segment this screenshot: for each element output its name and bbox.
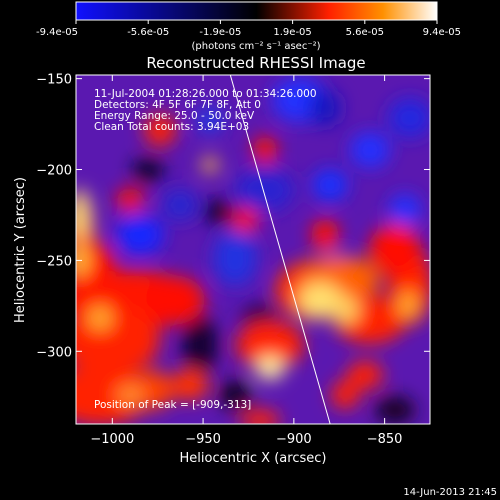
annotation-time-range: 11-Jul-2004 01:28:26.000 to 01:34:26.000 bbox=[94, 88, 317, 100]
heatmap-blob bbox=[311, 219, 339, 251]
heatmap-blob bbox=[240, 410, 280, 424]
heatmap-blob bbox=[116, 385, 144, 405]
heatmap-blob bbox=[236, 321, 304, 369]
annotation-energy-range: Energy Range: 25.0 - 50.0 keV bbox=[94, 110, 255, 122]
y-tick-label: −200 bbox=[36, 164, 72, 179]
chart-title: Reconstructed RHESSI Image bbox=[146, 54, 365, 72]
axes-frame bbox=[75, 74, 431, 425]
heatmap-blob bbox=[375, 396, 415, 424]
heatmap-blob bbox=[253, 136, 277, 164]
heatmap-blob bbox=[235, 168, 295, 212]
heatmap-blob bbox=[182, 315, 218, 375]
heatmap-blob bbox=[144, 114, 176, 146]
heatmap-blob bbox=[213, 230, 257, 286]
heatmap-blob bbox=[162, 189, 198, 221]
colorbar-tick-label: 1.9e-05 bbox=[273, 27, 311, 38]
x-axis-ticks: −1000 −950 −900 −850 bbox=[90, 75, 402, 447]
y-axis-label: Heliocentric Y (arcsec) bbox=[13, 177, 28, 323]
heatmap-blob bbox=[231, 208, 259, 232]
heatmap-blob bbox=[145, 276, 205, 324]
heatmap-blob bbox=[88, 306, 112, 330]
y-tick-label: −250 bbox=[36, 254, 72, 269]
colorbar-unit-label: (photons cm⁻² s⁻¹ asec⁻²) bbox=[191, 41, 320, 52]
y-tick-label: −150 bbox=[36, 73, 72, 88]
heatmap-image bbox=[76, 78, 430, 424]
colorbar bbox=[75, 1, 438, 21]
heatmap-blob bbox=[116, 215, 164, 255]
colorbar-tick-label: -5.6e-05 bbox=[127, 27, 169, 38]
annotation-detectors: Detectors: 4F 5F 6F 7F 8F, Att 0 bbox=[94, 99, 261, 111]
heatmap-blob bbox=[312, 169, 348, 201]
heatmap-blob bbox=[369, 224, 421, 276]
x-tick-label: −900 bbox=[276, 432, 312, 447]
y-axis-ticks: −150 −200 −250 −300 bbox=[36, 73, 430, 360]
heatmap-blob bbox=[76, 189, 90, 241]
annotation-total-counts: Clean Total counts: 3.94E+03 bbox=[94, 121, 249, 133]
heatmap-blob bbox=[388, 98, 430, 138]
heatmap-blob bbox=[256, 356, 284, 380]
heatmap-blob bbox=[309, 90, 341, 126]
y-tick-label: −300 bbox=[36, 345, 72, 360]
heatmap-blob bbox=[389, 194, 421, 226]
colorbar-tick-label: 9.4e-05 bbox=[423, 27, 461, 38]
heatmap-blob bbox=[204, 200, 232, 224]
colorbar-tick-label: 5.6e-05 bbox=[346, 27, 384, 38]
heatmap-blob bbox=[298, 282, 342, 318]
solar-limb-line bbox=[229, 75, 331, 424]
colorbar-tick-label: -9.4e-05 bbox=[36, 27, 78, 38]
colorbar-tick-label: -1.9e-05 bbox=[199, 27, 241, 38]
heatmap-blob bbox=[202, 157, 218, 173]
heatmap-blob bbox=[132, 158, 164, 182]
heatmap-blob bbox=[350, 132, 390, 168]
heatmap-blob bbox=[331, 381, 359, 409]
peak-position-label: Position of Peak = [-909,-313] bbox=[94, 399, 251, 411]
x-tick-label: −850 bbox=[367, 432, 403, 447]
x-axis-label: Heliocentric X (arcsec) bbox=[180, 451, 327, 466]
x-tick-label: −1000 bbox=[90, 432, 134, 447]
heatmap-blob bbox=[331, 296, 359, 324]
heatmap-blob bbox=[219, 381, 251, 409]
heatmap-blob bbox=[172, 369, 208, 401]
heatmap-blob bbox=[398, 291, 418, 319]
x-tick-label: −950 bbox=[185, 432, 221, 447]
heatmap-blob bbox=[347, 361, 383, 389]
colorbar-ticks: -9.4e-05 -5.6e-05 -1.9e-05 1.9e-05 5.6e-05 9.… bbox=[36, 20, 461, 38]
heatmap-blob bbox=[116, 188, 144, 212]
footer-date: 14-Jun-2013 21:45 bbox=[403, 487, 497, 498]
heatmap-blob bbox=[196, 106, 224, 134]
